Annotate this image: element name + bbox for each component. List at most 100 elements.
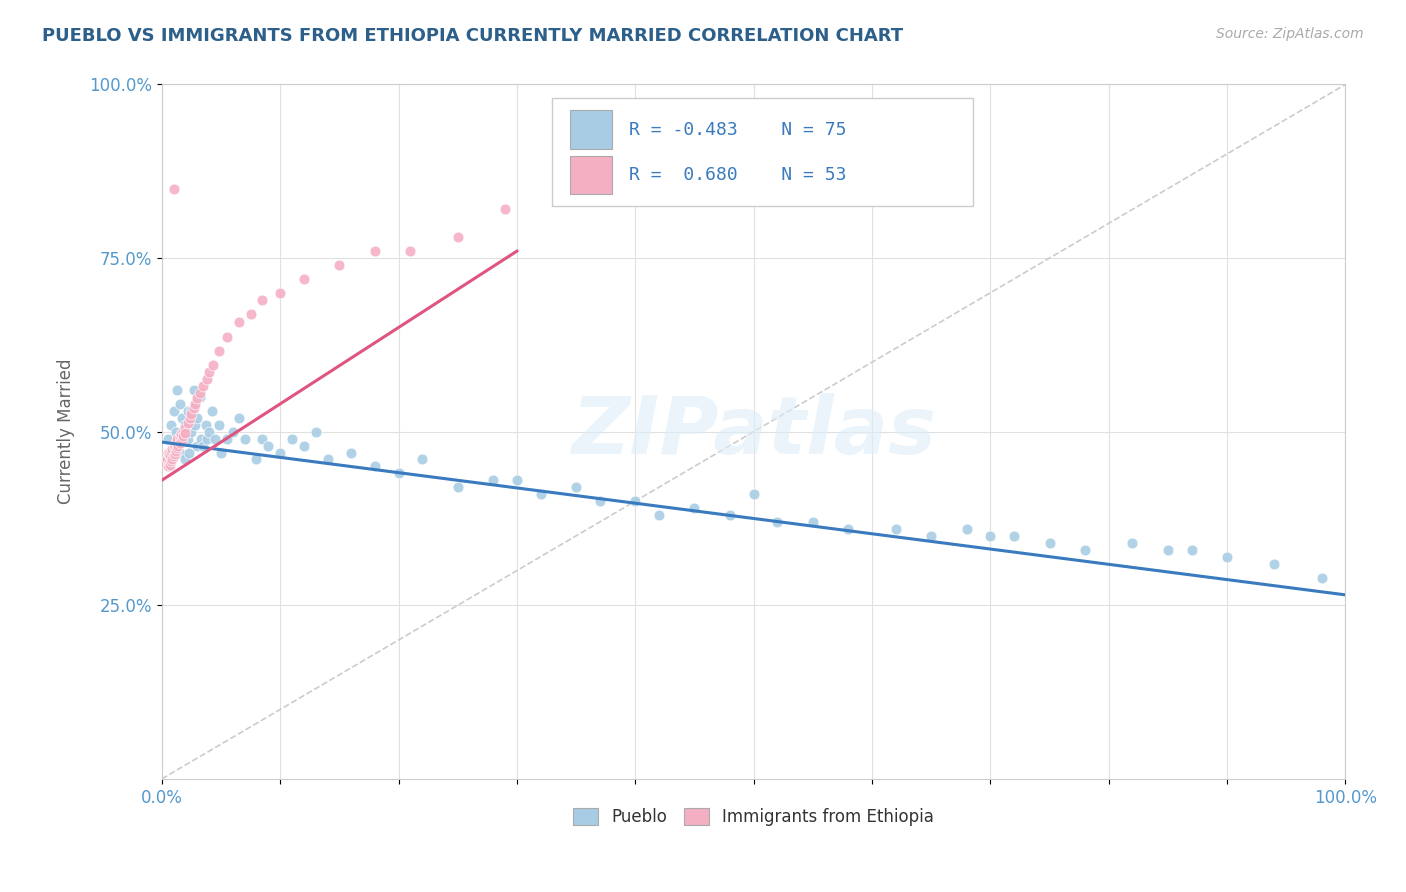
Point bbox=[482, 473, 505, 487]
Point bbox=[186, 410, 208, 425]
Point bbox=[165, 444, 187, 458]
FancyBboxPatch shape bbox=[571, 111, 612, 149]
Point bbox=[269, 285, 291, 300]
Point bbox=[215, 330, 238, 344]
Point bbox=[169, 435, 191, 450]
Point bbox=[884, 522, 907, 536]
Point bbox=[186, 392, 208, 406]
Point bbox=[163, 447, 186, 461]
Point bbox=[1121, 536, 1143, 550]
Point bbox=[159, 458, 181, 472]
Point bbox=[156, 452, 179, 467]
Point bbox=[165, 425, 187, 439]
Point bbox=[207, 417, 229, 432]
Point bbox=[172, 429, 194, 443]
Point bbox=[252, 432, 274, 446]
Point bbox=[1074, 542, 1097, 557]
Point bbox=[979, 529, 1001, 543]
Text: PUEBLO VS IMMIGRANTS FROM ETHIOPIA CURRENTLY MARRIED CORRELATION CHART: PUEBLO VS IMMIGRANTS FROM ETHIOPIA CURRE… bbox=[42, 27, 903, 45]
Point bbox=[228, 410, 250, 425]
Point bbox=[167, 439, 190, 453]
Point bbox=[160, 417, 183, 432]
Point bbox=[1310, 570, 1333, 584]
Point bbox=[198, 365, 221, 379]
Point bbox=[169, 430, 191, 444]
Point bbox=[447, 480, 470, 494]
Point bbox=[179, 410, 201, 425]
Point bbox=[184, 417, 207, 432]
Point bbox=[292, 439, 315, 453]
Point bbox=[305, 425, 328, 439]
Point bbox=[387, 467, 409, 481]
FancyBboxPatch shape bbox=[571, 155, 612, 194]
Point bbox=[188, 385, 211, 400]
Point bbox=[186, 439, 208, 453]
Point bbox=[195, 432, 218, 446]
Point bbox=[494, 202, 516, 217]
Point bbox=[193, 379, 215, 393]
Point bbox=[269, 445, 291, 459]
Point bbox=[174, 452, 197, 467]
Point bbox=[222, 425, 245, 439]
Point bbox=[165, 435, 187, 450]
Point bbox=[364, 244, 387, 259]
Point bbox=[204, 432, 226, 446]
Point bbox=[157, 456, 180, 470]
Point bbox=[183, 383, 205, 397]
Point bbox=[180, 407, 202, 421]
Point bbox=[160, 444, 183, 458]
Point bbox=[162, 181, 184, 195]
Point bbox=[1180, 542, 1202, 557]
Point bbox=[399, 244, 422, 259]
Point bbox=[170, 410, 193, 425]
Point bbox=[166, 432, 188, 446]
Point bbox=[239, 307, 262, 321]
Y-axis label: Currently Married: Currently Married bbox=[58, 359, 75, 505]
Point bbox=[245, 452, 267, 467]
Point bbox=[174, 420, 197, 434]
Point bbox=[184, 397, 207, 411]
Point bbox=[180, 404, 202, 418]
Point bbox=[233, 432, 256, 446]
Point bbox=[292, 272, 315, 286]
FancyBboxPatch shape bbox=[553, 98, 973, 206]
Point bbox=[193, 439, 215, 453]
Point bbox=[162, 439, 184, 453]
Point bbox=[257, 439, 280, 453]
Text: R = -0.483    N = 75: R = -0.483 N = 75 bbox=[630, 120, 846, 138]
Point bbox=[166, 442, 188, 456]
Point bbox=[801, 515, 824, 529]
Point bbox=[956, 522, 979, 536]
Point bbox=[683, 501, 706, 516]
Point bbox=[162, 442, 184, 456]
Point bbox=[1038, 536, 1060, 550]
Point bbox=[1157, 542, 1180, 557]
Point bbox=[207, 344, 229, 359]
Point bbox=[364, 459, 387, 474]
Point bbox=[174, 426, 197, 441]
Point bbox=[195, 372, 218, 386]
Point bbox=[565, 480, 588, 494]
Point bbox=[156, 459, 179, 474]
Point bbox=[190, 432, 212, 446]
Point bbox=[648, 508, 671, 522]
Point bbox=[1002, 529, 1025, 543]
Point bbox=[172, 425, 194, 439]
Point bbox=[411, 452, 433, 467]
Point bbox=[209, 445, 232, 459]
Text: Source: ZipAtlas.com: Source: ZipAtlas.com bbox=[1216, 27, 1364, 41]
Point bbox=[172, 432, 194, 446]
Point bbox=[200, 404, 222, 418]
Point bbox=[589, 494, 612, 508]
Point bbox=[157, 447, 180, 461]
Point bbox=[159, 449, 181, 463]
Point bbox=[169, 397, 191, 411]
Point bbox=[920, 529, 942, 543]
Point bbox=[1263, 557, 1285, 571]
Point bbox=[177, 404, 200, 418]
Point bbox=[156, 432, 179, 446]
Point bbox=[170, 427, 193, 442]
Point bbox=[316, 452, 339, 467]
Point bbox=[162, 404, 184, 418]
Point bbox=[177, 417, 200, 431]
